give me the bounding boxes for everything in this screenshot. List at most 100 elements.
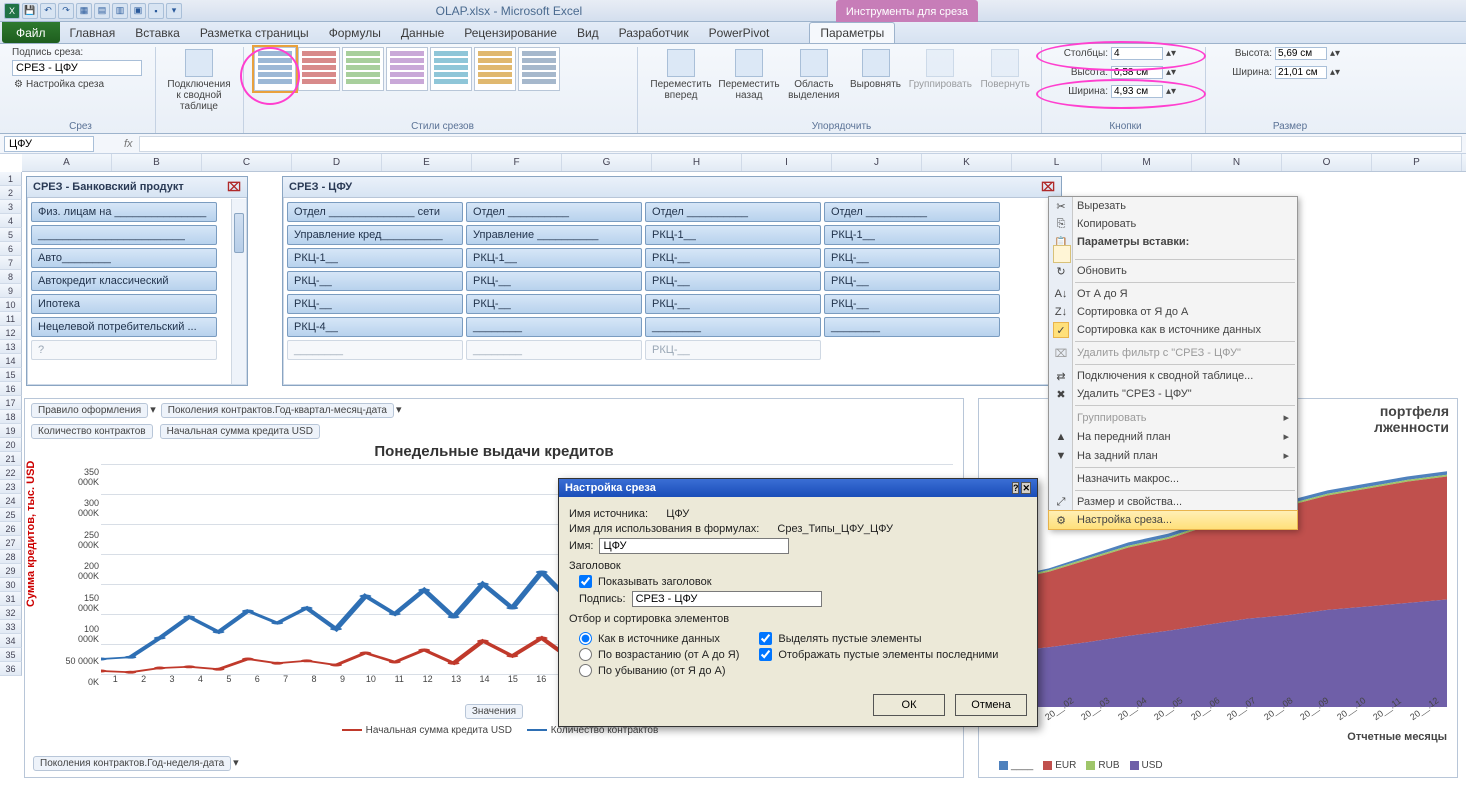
- sort-src-radio[interactable]: [579, 632, 592, 645]
- slicer-item[interactable]: Отдел __________: [466, 202, 642, 222]
- pivot-pill[interactable]: Поколения контрактов.Год-квартал-месяц-д…: [161, 403, 394, 418]
- slicer-style-swatch[interactable]: [518, 47, 560, 91]
- slicer-item[interactable]: РКЦ-__: [466, 271, 642, 291]
- slicer-item[interactable]: Отдел __________: [824, 202, 1000, 222]
- menu-cut[interactable]: ✂Вырезать: [1049, 197, 1297, 215]
- tab-developer[interactable]: Разработчик: [609, 22, 699, 43]
- menu-slicer-settings[interactable]: ⚙Настройка среза...: [1049, 511, 1297, 529]
- menu-sort-source[interactable]: ✓Сортировка как в источнике данных: [1049, 321, 1297, 339]
- slicer-style-swatch[interactable]: [430, 47, 472, 91]
- slicer-item[interactable]: ?: [31, 340, 217, 360]
- tab-page-layout[interactable]: Разметка страницы: [190, 22, 319, 43]
- dialog-titlebar[interactable]: Настройка среза ?✕: [559, 479, 1037, 497]
- slicer-item[interactable]: РКЦ-__: [824, 248, 1000, 268]
- pivot-connections-button[interactable]: Подключения к сводной таблице: [166, 47, 232, 114]
- send-backward-button[interactable]: Переместить назад: [716, 47, 782, 103]
- align-button[interactable]: Выровнять: [846, 47, 906, 92]
- slicer-bank-product[interactable]: СРЕЗ - Банковский продукт⌧ Физ. лицам на…: [26, 176, 248, 386]
- tab-data[interactable]: Данные: [391, 22, 454, 43]
- caption-input[interactable]: [632, 591, 822, 607]
- qat-icon[interactable]: ▦: [76, 3, 92, 19]
- excel-icon[interactable]: X: [4, 3, 20, 19]
- filter-icon[interactable]: ▾: [233, 757, 239, 769]
- btn-height-input[interactable]: [1111, 66, 1163, 79]
- menu-sort-za[interactable]: Z↓Сортировка от Я до А: [1049, 303, 1297, 321]
- ok-button[interactable]: ОК: [873, 694, 945, 716]
- tab-view[interactable]: Вид: [567, 22, 609, 43]
- pivot-pill[interactable]: Поколения контрактов.Год-неделя-дата: [33, 756, 231, 771]
- show-empty-last-checkbox[interactable]: [759, 648, 772, 661]
- slicer-style-swatch[interactable]: [298, 47, 340, 91]
- slicer-item[interactable]: Нецелевой потребительский ...: [31, 317, 217, 337]
- size-height-input[interactable]: [1275, 47, 1327, 60]
- filter-icon[interactable]: ▾: [396, 404, 402, 416]
- slicer-item[interactable]: Ипотека: [31, 294, 217, 314]
- menu-pivot-connections[interactable]: ⇄Подключения к сводной таблице...: [1049, 367, 1297, 385]
- tab-formulas[interactable]: Формулы: [319, 22, 391, 43]
- slicer-item[interactable]: ________: [824, 317, 1000, 337]
- slicer-cfu[interactable]: СРЕЗ - ЦФУ⌧ Отдел ______________ сетиОтд…: [282, 176, 1062, 386]
- slicer-item[interactable]: ________: [466, 340, 642, 360]
- slicer-item[interactable]: ________: [645, 317, 821, 337]
- filter-icon[interactable]: ▾: [150, 404, 156, 416]
- spinner-icon[interactable]: ▴▾: [1166, 86, 1176, 97]
- qat-icon[interactable]: ▪: [148, 3, 164, 19]
- tab-review[interactable]: Рецензирование: [454, 22, 567, 43]
- columns-input[interactable]: [1111, 47, 1163, 60]
- slicer-item[interactable]: Отдел __________: [645, 202, 821, 222]
- tab-insert[interactable]: Вставка: [125, 22, 190, 43]
- qat-icon[interactable]: ▣: [130, 3, 146, 19]
- selection-pane-button[interactable]: Область выделения: [784, 47, 844, 103]
- menu-delete-slicer[interactable]: ✖Удалить "СРЕЗ - ЦФУ": [1049, 385, 1297, 403]
- slicer-style-swatch[interactable]: [342, 47, 384, 91]
- sort-desc-radio[interactable]: [579, 664, 592, 677]
- slicer-item[interactable]: ________: [466, 317, 642, 337]
- qat-dropdown-icon[interactable]: ▾: [166, 3, 182, 19]
- size-width-input[interactable]: [1275, 66, 1327, 79]
- slicer-settings-button[interactable]: ⚙Настройка среза: [12, 78, 142, 91]
- redo-icon[interactable]: ↷: [58, 3, 74, 19]
- slicer-item[interactable]: Авто________: [31, 248, 217, 268]
- spinner-icon[interactable]: ▴▾: [1330, 67, 1340, 78]
- qat-icon[interactable]: ▥: [112, 3, 128, 19]
- slicer-item[interactable]: РКЦ-__: [287, 271, 463, 291]
- column-headers[interactable]: ABCDEFGHIJKLMNOPQ: [22, 154, 1466, 172]
- slicer-item[interactable]: РКЦ-__: [645, 271, 821, 291]
- spinner-icon[interactable]: ▴▾: [1166, 48, 1176, 59]
- slicer-item[interactable]: РКЦ-__: [287, 294, 463, 314]
- slicer-item[interactable]: ________________________: [31, 225, 217, 245]
- cancel-button[interactable]: Отмена: [955, 694, 1027, 716]
- show-header-checkbox[interactable]: [579, 575, 592, 588]
- slicer-style-swatch[interactable]: [474, 47, 516, 91]
- highlight-empty-checkbox[interactable]: [759, 632, 772, 645]
- clear-filter-icon[interactable]: ⌧: [227, 180, 241, 194]
- slicer-item[interactable]: РКЦ-1__: [287, 248, 463, 268]
- slicer-item[interactable]: РКЦ-4__: [287, 317, 463, 337]
- clear-filter-icon[interactable]: ⌧: [1041, 180, 1055, 194]
- slicer-caption-input[interactable]: [12, 60, 142, 76]
- close-button[interactable]: ✕: [1021, 482, 1031, 494]
- slicer-style-swatch[interactable]: [386, 47, 428, 91]
- menu-bring-front[interactable]: ▲На передний план▸: [1049, 427, 1297, 446]
- pivot-pill[interactable]: Правило оформления: [31, 403, 148, 418]
- slicer-item[interactable]: РКЦ-__: [645, 248, 821, 268]
- slicer-item[interactable]: Управление __________: [466, 225, 642, 245]
- btn-width-input[interactable]: [1111, 85, 1163, 98]
- formula-input[interactable]: [139, 136, 1462, 152]
- slicer-item[interactable]: РКЦ-1__: [645, 225, 821, 245]
- slicer-item[interactable]: ________: [287, 340, 463, 360]
- slicer-style-swatch[interactable]: [254, 47, 296, 91]
- bring-forward-button[interactable]: Переместить вперед: [648, 47, 714, 103]
- file-tab[interactable]: Файл: [2, 22, 60, 43]
- slicer-item[interactable]: Автокредит классический: [31, 271, 217, 291]
- menu-copy[interactable]: ⎘Копировать: [1049, 215, 1297, 233]
- tab-powerpivot[interactable]: PowerPivot: [699, 22, 780, 43]
- pivot-pill[interactable]: Количество контрактов: [31, 424, 153, 439]
- menu-sort-az[interactable]: A↓От А до Я: [1049, 285, 1297, 303]
- slicer-item[interactable]: Физ. лицам на _______________: [31, 202, 217, 222]
- name-input[interactable]: [599, 538, 789, 554]
- spinner-icon[interactable]: ▴▾: [1330, 48, 1340, 59]
- scrollbar[interactable]: [231, 199, 246, 384]
- slicer-item[interactable]: РКЦ-1__: [824, 225, 1000, 245]
- sort-asc-radio[interactable]: [579, 648, 592, 661]
